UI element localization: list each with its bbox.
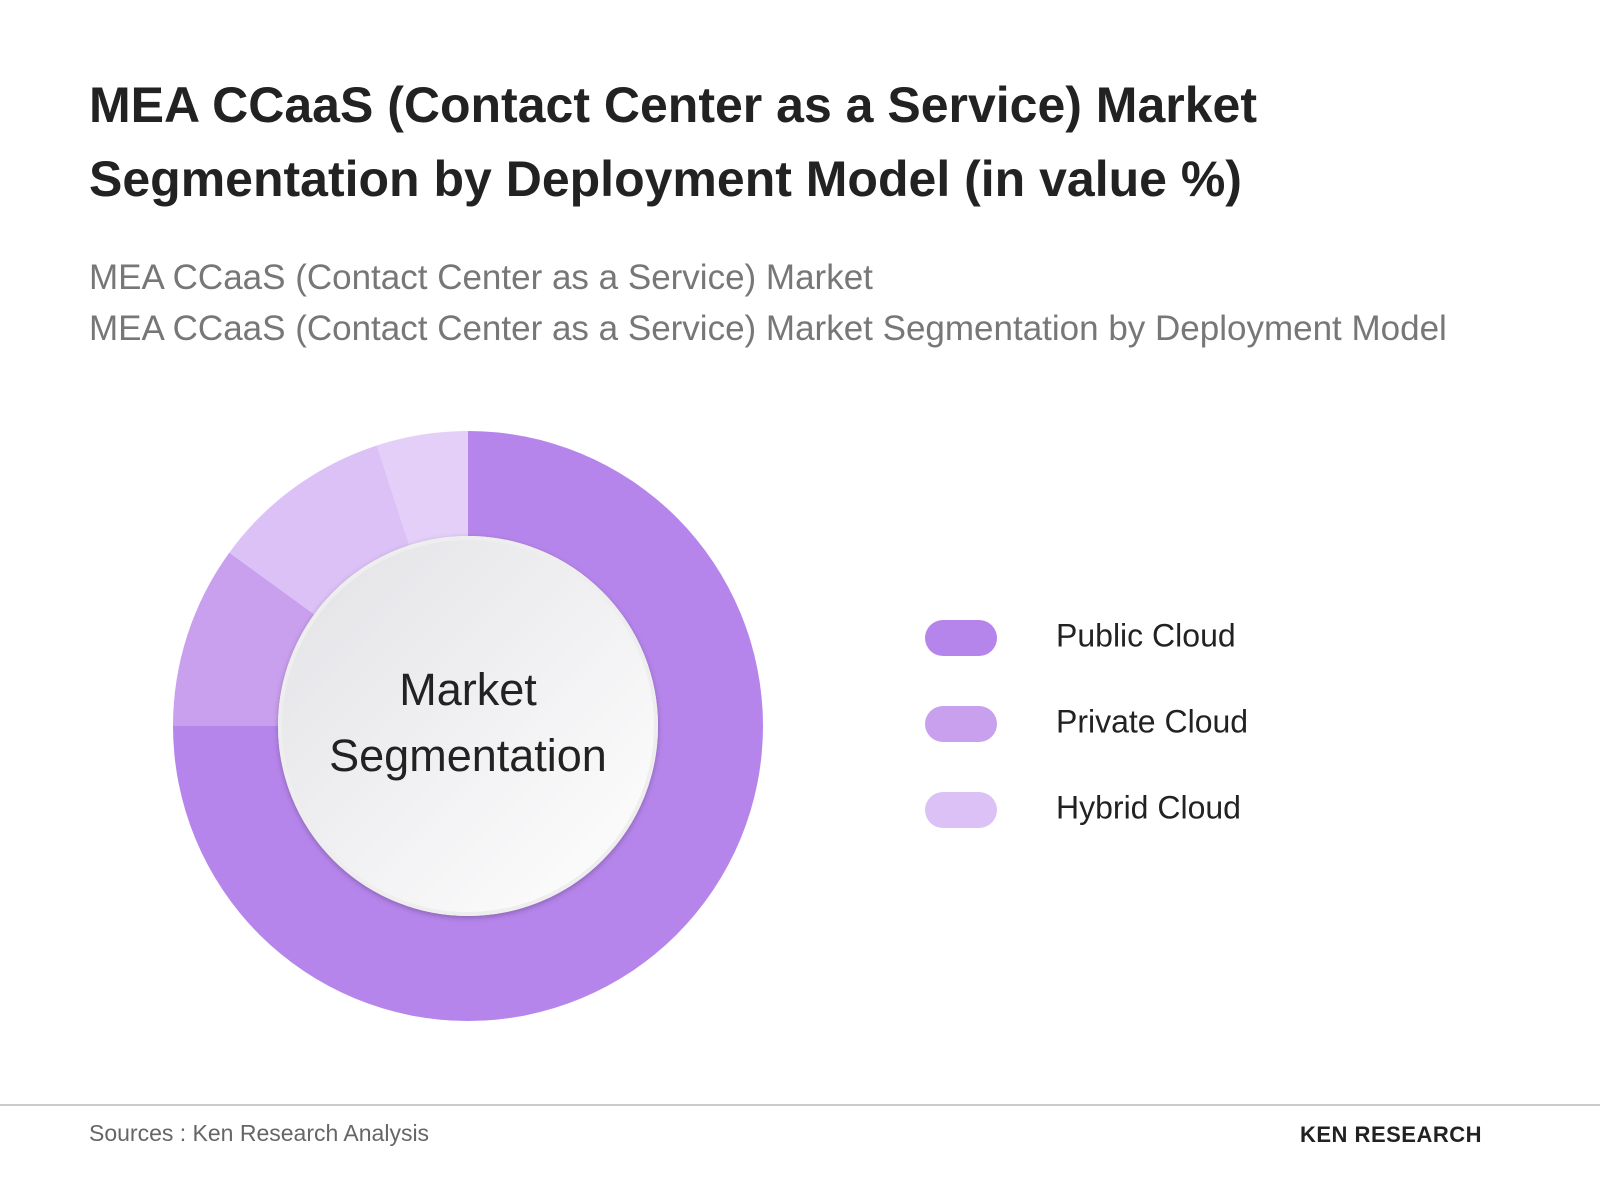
source: Sources : Ken Research Analysis xyxy=(89,1120,430,1146)
legend-label: Public Cloud xyxy=(1056,617,1236,653)
brand-logo: KEN RESEARCH xyxy=(1300,1122,1483,1147)
donut-slice xyxy=(376,431,468,546)
center-label: Market Segmentation xyxy=(329,664,607,781)
donut-slice xyxy=(173,431,763,1021)
legend-swatch xyxy=(925,792,997,828)
subtitle: MEA CCaaS (Contact Center as a Service) … xyxy=(89,309,1447,348)
legend-label: Hybrid Cloud xyxy=(1056,789,1241,825)
donut-slice xyxy=(229,445,410,615)
legend-swatch xyxy=(925,620,997,656)
center-disc xyxy=(278,536,658,916)
donut-slice xyxy=(173,552,315,726)
subtitle: MEA CCaaS (Contact Center as a Service) … xyxy=(89,258,873,297)
title: MEA CCaaS (Contact Center as a Service) … xyxy=(89,77,1257,207)
chart: Market Segmentation Public Cloud Private C… xyxy=(173,431,1248,1021)
legend-label: Private Cloud xyxy=(1056,703,1248,739)
divider xyxy=(0,1104,1600,1106)
legend-swatch xyxy=(925,706,997,742)
